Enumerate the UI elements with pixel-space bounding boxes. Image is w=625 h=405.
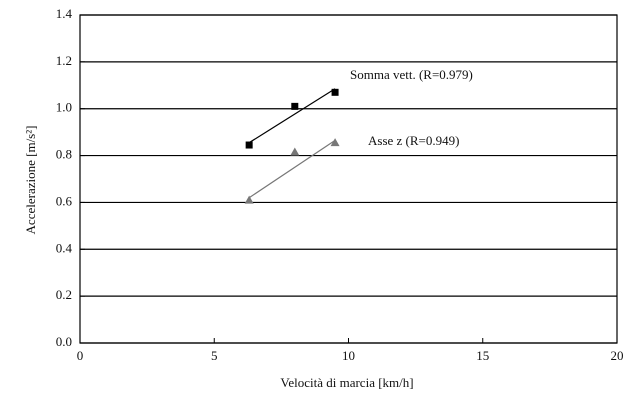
fit-line [248,88,336,144]
y-tick-label: 1.0 [56,100,72,115]
y-tick-label: 0.8 [56,147,72,162]
point [331,88,339,96]
plot-frame [79,14,618,344]
y-tick-label: 0.4 [56,240,73,255]
x-tick-label: 5 [211,348,218,363]
point [245,141,253,149]
y-tick-label: 1.4 [56,6,73,21]
point [291,102,299,110]
point [330,138,340,147]
series-label: Somma vett. (R=0.979) [350,67,473,82]
x-axis-label: Velocità di marcia [km/h] [280,375,413,390]
y-axis-label: Accelerazione [m/s²] [23,126,38,235]
fit-line [248,139,336,199]
x-tick-label: 15 [476,348,489,363]
series-label: Asse z (R=0.949) [368,133,459,148]
point [290,147,300,156]
x-tick-label: 10 [342,348,355,363]
x-tick-label: 0 [77,348,84,363]
y-tick-label: 0.6 [56,193,73,208]
y-tick-label: 1.2 [56,53,72,68]
point [244,195,254,204]
y-tick-label: 0.2 [56,287,72,302]
y-tick-label: 0.0 [56,334,72,349]
x-tick-label: 20 [611,348,624,363]
